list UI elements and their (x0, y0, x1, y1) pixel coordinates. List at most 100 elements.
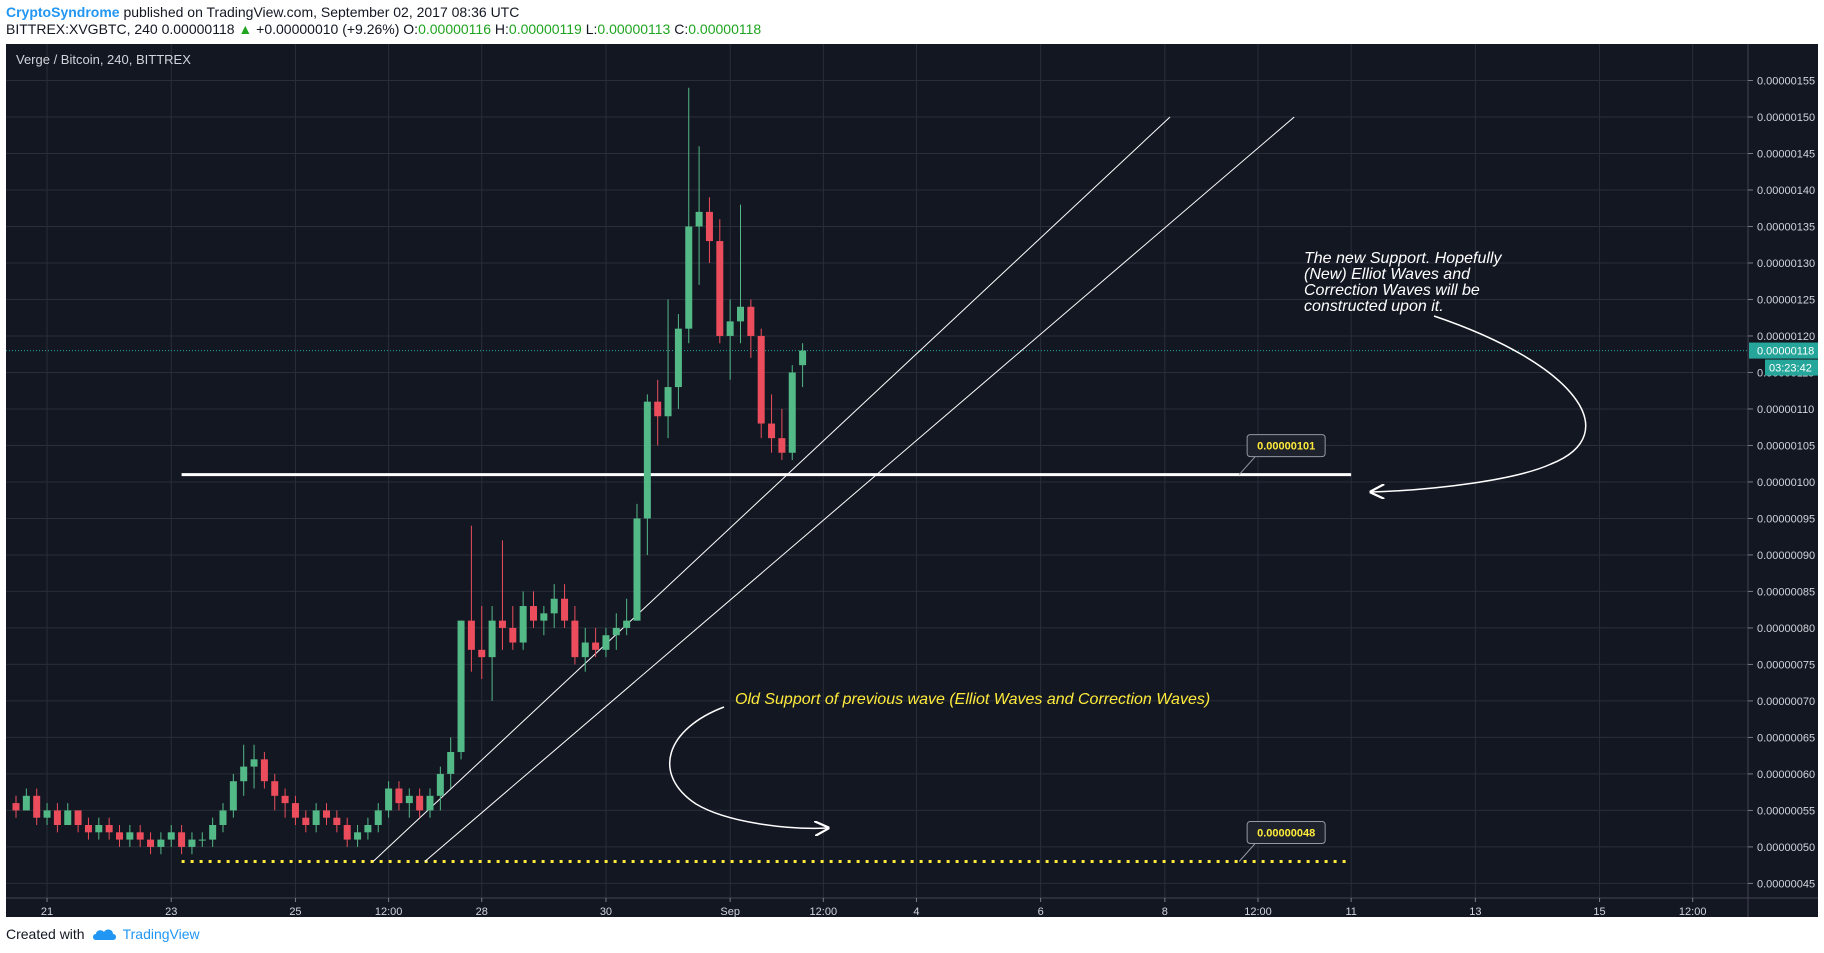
candle-body (674, 328, 682, 388)
y-tick-label: 0.00000125 (1757, 294, 1815, 306)
candle (167, 825, 175, 847)
drawings-layer: 0.00000101 0.00000048 (181, 116, 1352, 864)
last-price-tag (1749, 342, 1818, 359)
candle (74, 810, 82, 833)
chart-area[interactable]: 0.00000045 0.00000050 0.00000055 0.00000060… (6, 44, 1818, 918)
annotation-line: (New) Elliot Waves and (1304, 266, 1471, 283)
candle (116, 825, 123, 847)
y-tick-label: 0.00000155 (1757, 75, 1815, 87)
tradingview-brand-link[interactable]: TradingView (122, 926, 200, 942)
y-tick-label: 0.00000095 (1757, 513, 1815, 525)
candle (405, 788, 413, 818)
candle (436, 766, 444, 811)
candle-body (654, 401, 662, 417)
old-support-label-connector (1238, 843, 1256, 862)
candle-body (685, 226, 693, 329)
candle-body (498, 620, 506, 628)
chart-svg[interactable]: 0.00000045 0.00000050 0.00000055 0.00000060… (6, 44, 1818, 918)
candle-body (333, 817, 341, 826)
candle (592, 627, 600, 658)
candle (571, 606, 579, 665)
candle (488, 606, 496, 701)
candle-body (643, 401, 651, 519)
candle-body (157, 839, 165, 847)
x-tick-label: 12:00 (375, 906, 403, 917)
candle-body (291, 803, 299, 818)
candle (84, 817, 92, 840)
candle-body (116, 832, 123, 840)
candle-body (561, 598, 569, 621)
y-tick-label: 0.00000120 (1757, 331, 1815, 343)
candle-body (426, 795, 434, 811)
price-axis[interactable]: 0.00000045 0.00000050 0.00000055 0.00000060… (6, 44, 1818, 917)
change-up-icon: ▲ (238, 21, 253, 37)
candle-body (716, 241, 724, 336)
candle (250, 744, 258, 789)
candle-body (374, 810, 382, 826)
y-tick-label: 0.00000050 (1757, 842, 1815, 854)
x-tick-label: 12:00 (810, 906, 838, 917)
candle (281, 788, 289, 818)
new-support-label: 0.00000101 (1257, 441, 1315, 453)
candle-body (178, 832, 186, 847)
candle-body (592, 642, 600, 650)
candle-body (250, 759, 258, 767)
candle (467, 525, 475, 672)
new-support-label-connector (1238, 456, 1256, 475)
candle-body (95, 825, 103, 833)
candle (747, 299, 755, 358)
candle-body (457, 620, 465, 753)
candle (105, 817, 113, 840)
x-tick-label: 12:00 (1679, 906, 1707, 917)
candle (519, 591, 527, 650)
published-text: published on TradingView.com, September … (119, 4, 520, 20)
candle-body (405, 795, 413, 804)
x-tick-label: 11 (1345, 906, 1356, 917)
candle (602, 627, 610, 658)
open-label: O: (399, 21, 419, 37)
candle (498, 540, 506, 650)
tradingview-cloud-icon (92, 929, 116, 940)
close-label: C: (670, 21, 689, 37)
old-support-label-box[interactable] (1246, 821, 1326, 845)
candle (178, 825, 186, 855)
candle (271, 773, 279, 811)
x-tick-label: 12:00 (1244, 906, 1272, 917)
close-value: 0.00000118 (688, 21, 762, 37)
candle (374, 803, 382, 833)
y-tick-label: 0.00000145 (1757, 148, 1815, 160)
candle-body (364, 825, 372, 833)
y-tick-label: 0.00000130 (1757, 258, 1815, 270)
candle-body (302, 817, 310, 826)
author-link[interactable]: CryptoSyndrome (6, 4, 120, 20)
candle (757, 328, 765, 439)
candle (302, 810, 310, 833)
open-value: 0.00000116 (418, 21, 492, 37)
x-tick-label: 6 (1038, 906, 1044, 917)
x-tick-label: 30 (600, 906, 612, 917)
candle (343, 817, 351, 847)
change-value: +0.00000010 (+9.26%) (252, 21, 400, 37)
candle-body (240, 766, 248, 782)
candle (229, 773, 237, 818)
annotation-line: The new Support. Hopefully (1304, 250, 1502, 267)
candle-body (799, 350, 807, 366)
candle (95, 817, 103, 840)
candle-body (519, 606, 527, 643)
candle-body (737, 306, 744, 322)
x-tick-label: 4 (913, 906, 919, 917)
candle (147, 832, 155, 855)
candle-body (188, 839, 196, 847)
candle (550, 584, 558, 628)
candle-body (167, 832, 175, 840)
candles-layer (12, 87, 807, 855)
candle (416, 788, 424, 818)
candle-body (768, 423, 776, 439)
old-support-annotation: Old Support of previous wave (Elliot Wav… (735, 691, 1210, 708)
candle (53, 803, 61, 833)
time-axis[interactable]: 21 23 25 12:00 28 30 Sep 12:00 4 6 8 12:00 11 13 15 12:… (6, 897, 1818, 918)
candle-body (705, 211, 713, 242)
candle (333, 810, 341, 833)
new-support-label-box[interactable] (1246, 434, 1326, 458)
y-tick-label: 0.00000100 (1757, 477, 1815, 489)
